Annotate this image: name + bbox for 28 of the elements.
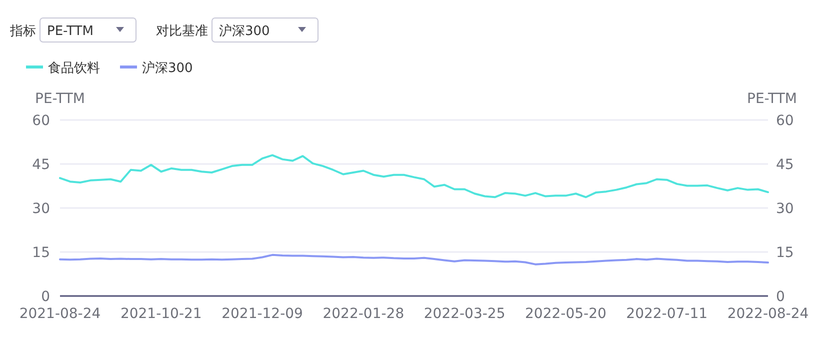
y-tick-label: 0 <box>41 289 50 305</box>
y2-tick-label: 60 <box>776 113 794 129</box>
y2-tick-label: 0 <box>776 289 785 305</box>
x-tick-label: 2021-10-21 <box>120 306 202 322</box>
legend-label: 食品饮料 <box>48 61 100 76</box>
x-tick-label: 2022-08-24 <box>727 306 809 322</box>
legend-label: 沪深300 <box>142 60 193 76</box>
text: 对比基准 <box>156 24 208 39</box>
x-tick-label: 2022-03-25 <box>424 306 506 322</box>
x-tick-label: 2021-08-24 <box>19 306 101 322</box>
x-tick-label: 2022-01-28 <box>322 306 404 322</box>
y-tick-label: 45 <box>32 157 50 173</box>
dropdown: PE-TTM <box>40 18 136 42</box>
y-tick-label: 15 <box>32 245 50 261</box>
dropdown: 沪深300 <box>212 18 318 42</box>
y-axis-title: PE-TTM <box>35 91 85 107</box>
y2-tick-label: 15 <box>776 245 794 261</box>
x-tick-label: 2021-12-09 <box>222 306 303 322</box>
x-tick-label: 2022-07-11 <box>626 306 708 322</box>
y-tick-label: 30 <box>32 201 50 217</box>
y2-tick-label: 45 <box>776 157 794 173</box>
text: 指标 <box>9 24 36 39</box>
y-tick-label: 60 <box>32 113 50 129</box>
line-series <box>59 154 769 198</box>
y2-axis-title: PE-TTM <box>747 91 797 107</box>
y2-tick-label: 30 <box>776 201 794 217</box>
line-series <box>59 254 769 266</box>
x-tick-label: 2022-05-20 <box>525 306 606 322</box>
